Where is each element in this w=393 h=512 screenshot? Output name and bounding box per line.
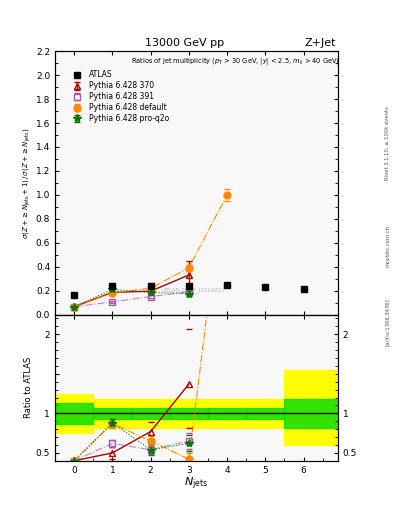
ATLAS bbox=[301, 286, 306, 292]
Text: Ratios of jet multiplicity ($p_\mathrm{T}$ > 30 GeV, $|y|$ < 2.5, $m_{ll}$ > 40 : Ratios of jet multiplicity ($p_\mathrm{T… bbox=[131, 56, 340, 68]
ATLAS bbox=[148, 283, 153, 289]
Y-axis label: Ratio to ATLAS: Ratio to ATLAS bbox=[24, 357, 33, 418]
Text: 13000 GeV pp: 13000 GeV pp bbox=[145, 38, 224, 49]
Y-axis label: $\sigma(Z + \geq N_\mathrm{jets}+1)\,/\,\sigma(Z + \geq N_\mathrm{jets})$: $\sigma(Z + \geq N_\mathrm{jets}+1)\,/\,… bbox=[22, 127, 33, 239]
Text: ATLAS_2017_I1514251: ATLAS_2017_I1514251 bbox=[163, 287, 225, 292]
Text: Rivet 3.1.10, ≥ 100k events: Rivet 3.1.10, ≥ 100k events bbox=[385, 106, 390, 180]
X-axis label: $N_\mathrm{jets}$: $N_\mathrm{jets}$ bbox=[184, 476, 209, 493]
ATLAS bbox=[187, 283, 191, 289]
ATLAS bbox=[263, 284, 268, 290]
Legend: ATLAS, Pythia 6.428 370, Pythia 6.428 391, Pythia 6.428 default, Pythia 6.428 pr: ATLAS, Pythia 6.428 370, Pythia 6.428 39… bbox=[67, 68, 171, 125]
Text: Z+Jet: Z+Jet bbox=[305, 38, 336, 49]
Text: [arXiv:1306.3436]: [arXiv:1306.3436] bbox=[385, 298, 390, 347]
ATLAS bbox=[72, 292, 77, 298]
Line: ATLAS: ATLAS bbox=[72, 283, 307, 298]
ATLAS bbox=[110, 283, 115, 289]
ATLAS bbox=[225, 282, 230, 288]
Text: mcplots.cern.ch: mcplots.cern.ch bbox=[385, 225, 390, 267]
